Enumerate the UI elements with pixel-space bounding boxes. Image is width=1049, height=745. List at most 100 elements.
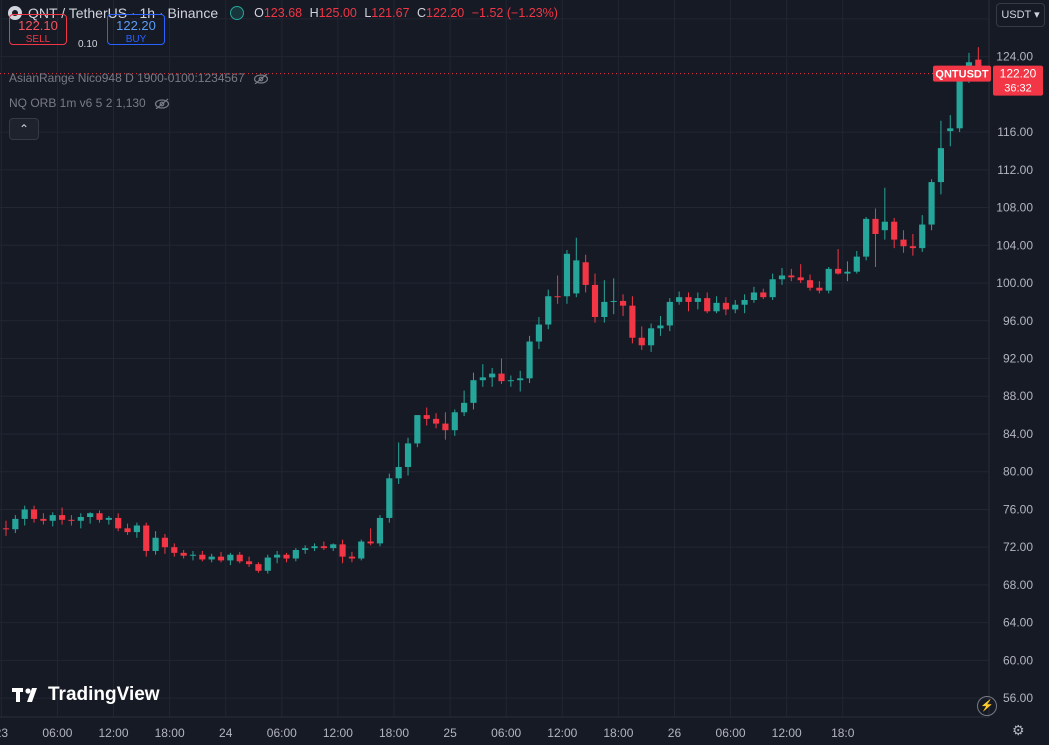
candle bbox=[255, 562, 262, 573]
gear-icon[interactable]: ⚙ bbox=[1012, 722, 1025, 738]
candle bbox=[573, 237, 580, 298]
time-tick-label: 12:00 bbox=[547, 726, 577, 740]
market-status-icon[interactable] bbox=[230, 6, 245, 20]
time-tick-label: 12:00 bbox=[323, 726, 353, 740]
candle bbox=[835, 249, 842, 275]
candle bbox=[872, 208, 879, 267]
candles-series bbox=[2, 47, 982, 574]
candle bbox=[105, 516, 112, 525]
candle bbox=[12, 515, 19, 534]
sell-button[interactable]: 122.10 SELL bbox=[9, 13, 67, 45]
candle bbox=[40, 513, 47, 525]
candle bbox=[563, 250, 571, 304]
time-tick-label: 18:00 bbox=[379, 726, 409, 740]
price-tick-label: 112.00 bbox=[997, 163, 1033, 177]
candle bbox=[461, 390, 468, 417]
indicator-nq-orb[interactable]: NQ ORB 1m v6 5 2 1,130 bbox=[9, 96, 169, 110]
candle bbox=[535, 316, 542, 350]
candle bbox=[619, 294, 627, 317]
price-axis[interactable]: 56.00 60.00 64.00 68.00 72.00 76.00 80.00 84.00… bbox=[988, 0, 1049, 745]
candle bbox=[376, 515, 384, 547]
price-tick-label: 56.00 bbox=[1003, 691, 1033, 705]
candle bbox=[180, 550, 187, 559]
candle bbox=[470, 372, 477, 410]
collapse-indicators-button[interactable]: ⌃ bbox=[9, 118, 39, 140]
time-tick-label: 06:00 bbox=[491, 726, 521, 740]
price-change: −1.52 (−1.23%) bbox=[471, 6, 558, 20]
tradingview-logo: TradingView bbox=[12, 684, 160, 706]
symbol-title[interactable]: QNT / TetherUS · 1h · Binance bbox=[28, 5, 219, 21]
price-tick-label: 108.00 bbox=[996, 201, 1033, 215]
bar-countdown-label: 36:32 bbox=[1004, 83, 1032, 95]
candle bbox=[208, 553, 215, 563]
candle bbox=[320, 541, 327, 551]
candle bbox=[928, 179, 935, 231]
candle bbox=[498, 358, 505, 384]
candle bbox=[133, 522, 140, 538]
candle bbox=[554, 275, 561, 304]
spread-value: 0.10 bbox=[78, 39, 98, 50]
price-tick-label: 84.00 bbox=[1003, 427, 1033, 441]
candle bbox=[171, 543, 178, 557]
candle bbox=[348, 551, 356, 563]
candle bbox=[274, 550, 281, 564]
candle bbox=[59, 507, 66, 525]
candle bbox=[881, 187, 888, 240]
symbol-tag-label: QNTUSDT bbox=[935, 69, 988, 81]
candle bbox=[750, 286, 758, 303]
candle bbox=[797, 264, 804, 284]
candle bbox=[666, 298, 673, 332]
currency-selector[interactable]: USDT ▾ bbox=[996, 3, 1045, 27]
candle bbox=[713, 296, 720, 314]
time-axis[interactable]: 23 06:00 12:00 18:00 24 06:00 12:00 18:00 25 06:0… bbox=[0, 716, 989, 740]
last-price-label: 122.20 bbox=[1000, 67, 1037, 81]
candle bbox=[937, 120, 945, 195]
candle bbox=[77, 513, 84, 529]
candle bbox=[68, 515, 75, 526]
candle bbox=[545, 289, 552, 330]
current-price-marker: QNTUSDT 122.20 36:32 bbox=[0, 65, 1043, 96]
candle bbox=[704, 292, 711, 314]
lightning-icon[interactable]: ⚡ bbox=[977, 696, 997, 716]
candle bbox=[676, 291, 683, 305]
time-tick-label: 23 bbox=[0, 726, 8, 740]
price-tick-label: 72.00 bbox=[1003, 540, 1033, 554]
candle bbox=[816, 281, 823, 294]
candle bbox=[124, 523, 131, 535]
candle bbox=[863, 216, 870, 261]
candle bbox=[330, 543, 337, 551]
eye-hidden-icon[interactable] bbox=[253, 73, 268, 84]
time-tick-label: 06:00 bbox=[267, 726, 297, 740]
candle bbox=[292, 548, 299, 562]
time-tick-label: 25 bbox=[443, 726, 457, 740]
candle bbox=[694, 292, 701, 310]
candle bbox=[236, 551, 243, 564]
candle bbox=[87, 512, 94, 524]
candle bbox=[302, 545, 309, 554]
candle bbox=[199, 550, 206, 562]
candle bbox=[956, 72, 963, 133]
candle bbox=[152, 531, 159, 555]
candle bbox=[760, 288, 767, 300]
candle bbox=[311, 543, 318, 551]
candle bbox=[853, 250, 860, 274]
candle bbox=[648, 323, 655, 352]
buy-button[interactable]: 122.20 BUY bbox=[107, 13, 165, 45]
eye-hidden-icon[interactable] bbox=[154, 98, 169, 109]
candle bbox=[451, 409, 458, 436]
time-tick-label: 18:00 bbox=[603, 726, 633, 740]
candle bbox=[507, 375, 514, 387]
time-tick-label: 12:00 bbox=[99, 726, 129, 740]
chart-header: QNT / TetherUS · 1h · Binance O123.68 H1… bbox=[8, 5, 562, 21]
candle bbox=[947, 115, 954, 147]
candle bbox=[591, 273, 599, 323]
candle bbox=[432, 413, 440, 429]
price-tick-label: 92.00 bbox=[1003, 352, 1033, 366]
candle bbox=[30, 505, 38, 523]
time-tick-label: 18:00 bbox=[155, 726, 185, 740]
indicator-asian-range[interactable]: AsianRange Nico948 D 1900-0100:1234567 bbox=[9, 71, 268, 85]
time-tick-label: 06:00 bbox=[716, 726, 746, 740]
candle bbox=[423, 407, 430, 426]
candle bbox=[161, 533, 169, 554]
